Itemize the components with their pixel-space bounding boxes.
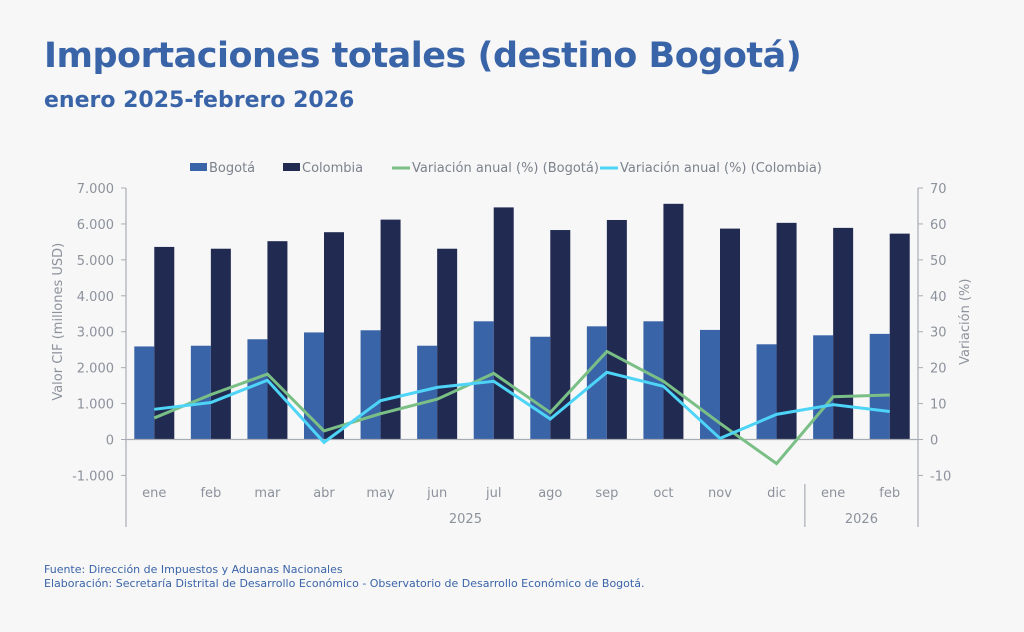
bar-colombia xyxy=(776,222,797,440)
elaboration-note: Elaboración: Secretaría Distrital de Des… xyxy=(44,577,645,590)
x-axis-label: ene xyxy=(142,486,166,501)
line-variacion-colombia xyxy=(154,370,890,445)
lines xyxy=(153,349,890,466)
left-axis-tick-label: 2.000 xyxy=(77,362,114,377)
left-axis: -1.000 0 1.000 2.000 3.000 4.000 5.000 6.000 7.0… xyxy=(51,182,127,484)
right-axis-tick-label: 70 xyxy=(930,182,947,197)
bar-bogota xyxy=(586,326,607,440)
x-axis-label: sep xyxy=(595,486,618,501)
source-note: Fuente: Dirección de Impuestos y Aduanas… xyxy=(44,563,343,576)
bar-colombia xyxy=(380,219,401,440)
bar-bogota xyxy=(813,335,834,440)
left-axis-tick-label: 3.000 xyxy=(77,326,114,341)
x-axis: ene feb mar abr may jun jul ago sep oct nov dic ene f… xyxy=(125,475,919,527)
bar-colombia xyxy=(437,248,458,440)
legend-label: Bogotá xyxy=(209,161,255,176)
legend-swatch xyxy=(283,163,300,171)
bar-bogota xyxy=(304,332,324,440)
bar-colombia xyxy=(889,233,910,440)
chart-subtitle: enero 2025-febrero 2026 xyxy=(44,88,355,113)
x-axis-label: feb xyxy=(879,486,900,501)
left-axis-title: Valor CIF (millones USD) xyxy=(51,243,66,401)
x-axis-label: jun xyxy=(426,486,447,501)
bar-colombia xyxy=(210,248,231,440)
left-axis-tick-label: 4.000 xyxy=(77,290,114,305)
x-axis-label: oct xyxy=(653,486,673,501)
bar-bogota xyxy=(417,345,438,440)
legend-label: Variación anual (%) (Bogotá) xyxy=(412,161,599,176)
right-axis-tick-label: 10 xyxy=(930,398,947,413)
chart-title: Importaciones totales (destino Bogotá) xyxy=(44,36,802,76)
bar-bogota xyxy=(247,339,268,440)
bar-colombia xyxy=(663,203,684,440)
left-axis-tick-label: 6.000 xyxy=(77,218,114,233)
bar-colombia xyxy=(550,230,571,440)
x-axis-label: feb xyxy=(200,486,221,501)
bars xyxy=(134,203,910,440)
x-axis-group-label: 2025 xyxy=(449,512,482,527)
legend-swatch xyxy=(190,163,207,171)
left-axis-tick-label: 1.000 xyxy=(77,398,114,413)
x-axis-label: ene xyxy=(821,486,845,501)
left-axis-tick-label: 7.000 xyxy=(77,182,114,197)
footer: Fuente: Dirección de Impuestos y Aduanas… xyxy=(44,563,644,591)
right-axis-tick-label: 60 xyxy=(930,218,947,233)
right-axis-tick-label: 40 xyxy=(930,290,947,305)
x-axis-label: abr xyxy=(313,486,335,501)
bar-colombia xyxy=(324,232,344,440)
bar-colombia xyxy=(493,207,514,440)
bar-bogota xyxy=(360,330,381,440)
bar-colombia xyxy=(267,241,288,440)
bar-bogota xyxy=(530,336,551,440)
right-axis-tick-label: -10 xyxy=(930,469,951,484)
x-axis-label: may xyxy=(366,486,395,501)
right-axis-tick-label: 50 xyxy=(930,254,947,269)
bar-bogota xyxy=(869,333,890,440)
bar-colombia xyxy=(606,219,627,440)
right-axis-tick-label: 20 xyxy=(930,362,947,377)
right-axis-title: Variación (%) xyxy=(958,279,973,365)
x-axis-label: jul xyxy=(485,486,501,501)
bar-bogota xyxy=(643,321,664,440)
left-axis-tick-label: -1.000 xyxy=(72,469,114,484)
x-axis-label: ago xyxy=(538,486,562,501)
bar-bogota xyxy=(473,321,494,440)
right-axis-tick-label: 30 xyxy=(930,326,947,341)
legend-label: Variación anual (%) (Colombia) xyxy=(620,161,822,176)
right-axis-tick-label: 0 xyxy=(930,434,938,449)
line-variacion-bogota xyxy=(153,349,890,466)
x-axis-label: nov xyxy=(708,486,732,501)
legend-label: Colombia xyxy=(302,161,363,176)
bar-colombia xyxy=(833,227,854,440)
x-axis-group-label: 2026 xyxy=(845,512,878,527)
left-axis-tick-label: 0 xyxy=(106,434,114,449)
right-axis: -10 0 10 20 30 40 50 60 70 Variación (%) xyxy=(917,182,973,484)
bar-bogota xyxy=(756,344,777,440)
bar-colombia xyxy=(720,228,740,440)
bar-bogota xyxy=(134,346,155,440)
x-axis-label: mar xyxy=(254,486,281,501)
left-axis-tick-label: 5.000 xyxy=(77,254,114,269)
bar-bogota xyxy=(190,345,211,440)
legend: Bogotá Colombia Variación anual (%) (Bogot… xyxy=(190,161,822,176)
x-axis-label: dic xyxy=(767,486,786,501)
bar-colombia xyxy=(154,246,175,440)
